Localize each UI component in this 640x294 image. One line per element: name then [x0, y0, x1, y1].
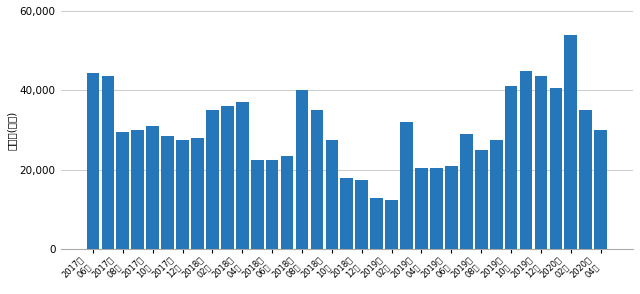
Bar: [595, 130, 607, 249]
Bar: [236, 102, 248, 249]
Bar: [206, 110, 219, 249]
Bar: [445, 166, 458, 249]
Bar: [340, 178, 353, 249]
Bar: [371, 198, 383, 249]
Bar: [161, 136, 174, 249]
Bar: [102, 76, 114, 249]
Bar: [534, 76, 547, 249]
Bar: [176, 140, 189, 249]
Bar: [415, 168, 428, 249]
Bar: [281, 156, 293, 249]
Bar: [116, 132, 129, 249]
Bar: [251, 160, 264, 249]
Bar: [326, 140, 338, 249]
Bar: [385, 200, 398, 249]
Bar: [221, 106, 234, 249]
Bar: [520, 71, 532, 249]
Y-axis label: 거래량(건수): 거래량(건수): [7, 111, 17, 150]
Bar: [296, 90, 308, 249]
Bar: [400, 122, 413, 249]
Bar: [564, 35, 577, 249]
Bar: [86, 73, 99, 249]
Bar: [430, 168, 443, 249]
Bar: [147, 126, 159, 249]
Bar: [131, 130, 144, 249]
Bar: [460, 134, 472, 249]
Bar: [579, 110, 592, 249]
Bar: [191, 138, 204, 249]
Bar: [475, 150, 488, 249]
Bar: [550, 88, 562, 249]
Bar: [266, 160, 278, 249]
Bar: [490, 140, 502, 249]
Bar: [310, 110, 323, 249]
Bar: [355, 180, 368, 249]
Bar: [505, 86, 517, 249]
